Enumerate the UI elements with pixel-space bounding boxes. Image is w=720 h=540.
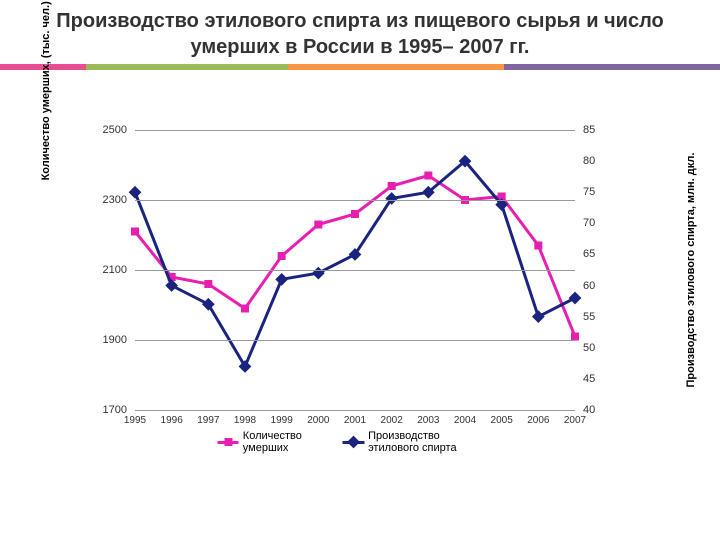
y-right-axis-title: Производство этилового спирта, млн. дкл. (685, 153, 697, 388)
plot-area: 1700190021002300250040455055606570758085… (135, 130, 575, 410)
x-tick: 1999 (271, 415, 293, 426)
y-left-tick: 2300 (103, 194, 127, 206)
x-tick: 2004 (454, 415, 476, 426)
y-right-tick: 80 (583, 155, 595, 167)
y-right-tick: 70 (583, 217, 595, 229)
legend-item: Производство этилового спирта (343, 430, 493, 454)
y-left-tick: 2100 (103, 264, 127, 276)
y-right-tick: 55 (583, 311, 595, 323)
accent-bar (0, 64, 720, 70)
legend-label: Производство этилового спирта (368, 430, 492, 454)
x-tick: 2000 (307, 415, 329, 426)
x-tick: 2007 (564, 415, 586, 426)
x-tick: 2006 (527, 415, 549, 426)
y-left-axis-title: Количество умерших, (тыс. чел.) (40, 1, 52, 180)
x-tick: 1995 (124, 415, 146, 426)
page-title: Производство этилового спирта из пищевог… (0, 0, 720, 64)
x-tick: 1996 (161, 415, 183, 426)
x-tick: 2001 (344, 415, 366, 426)
x-tick: 1997 (197, 415, 219, 426)
legend: Количество умерших Производство этилового… (218, 430, 493, 454)
y-right-tick: 75 (583, 186, 595, 198)
x-tick: 2003 (417, 415, 439, 426)
y-right-tick: 65 (583, 248, 595, 260)
y-right-tick: 85 (583, 124, 595, 136)
y-left-tick: 2500 (103, 124, 127, 136)
x-tick: 2002 (381, 415, 403, 426)
x-tick: 1998 (234, 415, 256, 426)
x-tick: 2005 (491, 415, 513, 426)
legend-item: Количество умерших (218, 430, 325, 454)
y-right-tick: 60 (583, 280, 595, 292)
y-left-tick: 1900 (103, 334, 127, 346)
y-right-tick: 45 (583, 373, 595, 385)
y-right-tick: 50 (583, 342, 595, 354)
legend-label: Количество умерших (243, 430, 325, 454)
chart-container: Количество умерших, (тыс. чел.) Производ… (80, 120, 630, 460)
